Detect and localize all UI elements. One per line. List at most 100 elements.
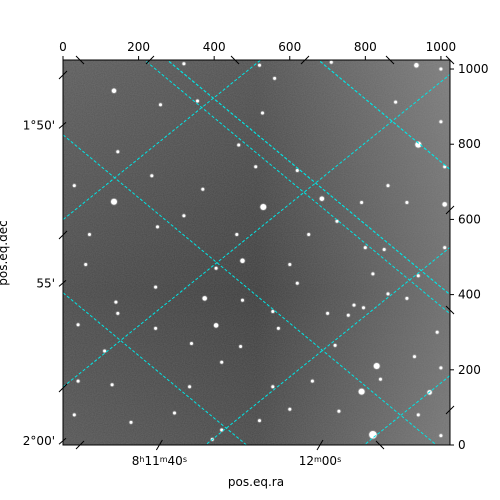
star [295,169,299,172]
x-pixel-tick-label: 600 [278,40,301,54]
edge-tick [145,55,155,65]
edge-tick [230,55,240,65]
y-pixel-tick-label: 800 [458,137,481,151]
y-pixel-tick-label: 0 [458,438,466,452]
star [288,407,292,411]
x-pixel-tick-label: 400 [203,40,226,54]
star [239,345,243,348]
edge-tick [375,440,385,450]
star [394,100,398,104]
star [369,431,377,439]
star [276,326,280,330]
ra-unit-superscript: s [183,455,187,464]
star [273,76,277,80]
star [295,281,299,285]
star [150,174,154,178]
star [271,310,275,313]
star [154,326,158,330]
star [310,379,314,383]
ra-unit-superscript: m [160,455,168,464]
grid-line [317,60,450,171]
grid-line [63,292,248,445]
edge-tick [445,205,455,215]
y-pixel-tick-label: 600 [458,212,481,226]
ra-unit-superscript: h [139,455,144,464]
star [154,285,158,289]
star [196,99,199,103]
star [319,196,325,201]
grid-line [63,73,450,388]
star [360,201,364,204]
star [156,225,159,229]
ra-tick [155,439,163,451]
star [337,409,341,413]
star [188,385,192,389]
x-pixel-tick-label: 1000 [426,40,457,54]
star [415,141,422,148]
star [261,111,264,115]
ra-value: 8 [132,454,140,468]
dec-tick [58,437,67,445]
star [182,62,186,66]
star [373,363,380,369]
right-pixel-ticks: 0 200 400 600 800 1000 [450,62,489,452]
star [333,343,337,347]
edge-tick [385,55,395,65]
dec-tick-label: 55' [36,276,55,290]
ra-unit-superscript: m [314,455,322,464]
edge-tick [445,405,455,415]
star [258,419,261,423]
star [379,377,382,381]
coordinate-grid [52,60,450,471]
star [182,214,186,218]
star [414,63,419,68]
edge-tick [75,440,85,450]
dec-tick-label: 1°50' [23,118,55,132]
star [72,413,76,417]
star [439,366,443,370]
edge-tick [300,55,310,65]
star [439,120,443,124]
star [237,143,241,147]
star [240,258,245,264]
star [439,434,443,438]
ra-value: 40 [168,454,183,468]
star [241,298,244,302]
star [114,300,118,304]
star [213,323,219,328]
star [110,383,114,387]
ra-value: 12 [299,454,314,468]
star-field [72,60,448,442]
star [159,103,162,107]
star [307,233,311,236]
sky-shading [63,60,450,445]
edge-tick [445,55,455,65]
star [363,246,367,250]
dec-ticks: 1°50' 55' 2°00' [23,118,67,448]
grid-line [166,60,450,296]
star [443,165,447,169]
x-pixel-tick-label: 200 [127,40,150,54]
star [416,413,420,417]
ra-unit-superscript: s [337,455,341,464]
star [254,165,258,169]
ra-tick [316,439,324,451]
star [84,263,88,266]
star [329,60,333,64]
star [173,411,176,415]
grid-edge-ticks [58,55,455,450]
grid-line [204,246,450,445]
star [386,292,390,296]
grid-line [52,441,90,471]
star [386,184,390,188]
ra-tick-label: 8h11m40s [132,454,187,468]
star [352,303,356,307]
y-axis-label: pos.eq.dec [0,220,10,285]
star [413,355,416,359]
star [288,263,292,266]
star [260,204,267,210]
star [116,311,120,315]
star [72,184,76,188]
star [76,379,80,383]
